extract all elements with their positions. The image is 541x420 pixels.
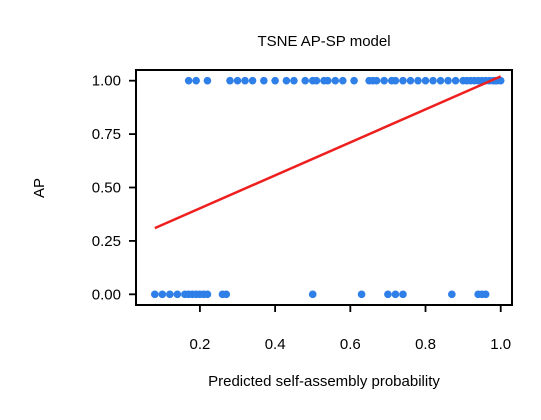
plot-frame bbox=[135, 69, 513, 306]
y-axis-ticks: 0.00 0.25 0.50 0.75 1.00 bbox=[92, 73, 136, 303]
x-tick-label: 0.2 bbox=[189, 336, 210, 353]
x-axis-label: Predicted self-assembly probability bbox=[208, 373, 440, 390]
data-point bbox=[496, 76, 505, 85]
fit-line bbox=[154, 75, 502, 230]
data-point bbox=[260, 76, 268, 85]
data-point bbox=[151, 290, 159, 299]
data-point bbox=[290, 76, 298, 85]
data-point bbox=[481, 290, 490, 299]
data-point bbox=[448, 290, 456, 299]
data-point bbox=[357, 290, 366, 299]
x-tick-label: 1.0 bbox=[490, 336, 511, 353]
data-point bbox=[421, 76, 430, 85]
data-point bbox=[350, 76, 358, 85]
data-point bbox=[451, 76, 460, 85]
y-tick-label: 1.00 bbox=[92, 73, 121, 90]
y-tick-label: 0.00 bbox=[92, 286, 121, 303]
data-point bbox=[203, 290, 212, 299]
chart-title: TSNE AP-SP model bbox=[257, 33, 390, 50]
y-tick-label: 0.50 bbox=[92, 180, 121, 197]
data-point bbox=[222, 290, 231, 299]
data-point bbox=[308, 290, 317, 299]
data-point bbox=[184, 76, 193, 85]
y-tick-label: 0.25 bbox=[92, 233, 121, 250]
x-axis-ticks: 0.2 0.4 0.6 0.8 1.0 bbox=[189, 305, 511, 353]
data-point bbox=[331, 76, 340, 85]
data-point bbox=[233, 76, 242, 85]
data-point bbox=[301, 76, 310, 85]
data-point bbox=[399, 290, 407, 299]
data-point bbox=[429, 76, 437, 85]
data-point bbox=[226, 76, 234, 85]
x-tick-label: 0.8 bbox=[415, 336, 436, 353]
data-point bbox=[158, 290, 167, 299]
data-point bbox=[248, 76, 257, 85]
data-point bbox=[436, 76, 445, 85]
plot-area bbox=[151, 75, 505, 299]
data-point bbox=[312, 76, 321, 85]
data-point bbox=[372, 76, 381, 85]
data-point bbox=[444, 76, 452, 85]
data-point bbox=[241, 76, 249, 85]
y-tick-label: 0.75 bbox=[92, 126, 121, 143]
x-tick-label: 0.6 bbox=[340, 336, 361, 353]
data-point bbox=[414, 76, 422, 85]
data-point bbox=[192, 76, 200, 85]
y-axis-label: AP bbox=[31, 178, 48, 198]
data-point bbox=[323, 76, 332, 85]
x-tick-label: 0.4 bbox=[265, 336, 286, 353]
data-point bbox=[384, 290, 392, 299]
data-point bbox=[391, 290, 400, 299]
data-point bbox=[339, 76, 347, 85]
data-point bbox=[173, 290, 182, 299]
data-point bbox=[391, 76, 400, 85]
data-point bbox=[166, 290, 174, 299]
data-point bbox=[380, 76, 388, 85]
data-point bbox=[406, 76, 415, 85]
data-point bbox=[271, 76, 279, 85]
data-point bbox=[203, 76, 212, 85]
data-point bbox=[399, 76, 407, 85]
data-point bbox=[282, 76, 291, 85]
